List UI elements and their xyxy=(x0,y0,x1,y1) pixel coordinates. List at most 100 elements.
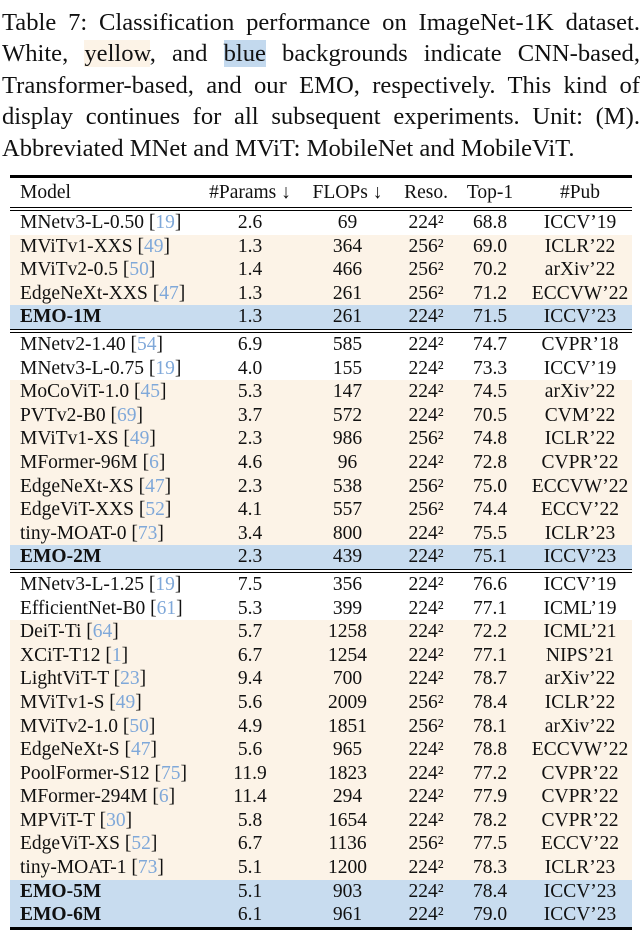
model-cell: EMO-2M xyxy=(10,545,205,569)
citation-link[interactable]: 19 xyxy=(155,357,175,379)
citation-link[interactable]: 69 xyxy=(116,404,137,426)
citation-link[interactable]: 19 xyxy=(155,212,175,234)
citation-link[interactable]: 47 xyxy=(159,282,179,304)
citation-link[interactable]: 49 xyxy=(129,428,150,450)
model-cell: EMO-6M xyxy=(10,903,205,928)
citation-link[interactable]: 47 xyxy=(145,475,165,497)
flops-cell: 147 xyxy=(332,381,363,403)
top1-cell: 75.0 xyxy=(472,475,508,497)
citation-link[interactable]: 75 xyxy=(161,762,181,784)
citation-link[interactable]: 45 xyxy=(140,381,161,403)
flops-cell: 961 xyxy=(332,904,363,926)
table-row-mvitv1-s: MViTv1-S [49] 5.6 2009 256² 78.4 ICLR’22 xyxy=(10,690,632,715)
reso-cell: 224² xyxy=(408,334,444,355)
caption-text: backgrounds indicate CNN-based, xyxy=(265,40,641,68)
table-row-edgenext-xxs: EdgeNeXt-XXS [47] 1.3 261 256² 71.2 ECCVW’22 xyxy=(10,281,632,306)
citation-link[interactable]: 50 xyxy=(129,715,149,737)
pub-cell: CVPR’22 xyxy=(541,762,619,784)
params-cell: 1.3 xyxy=(237,306,263,328)
citation-link[interactable]: 52 xyxy=(131,833,151,855)
citation-link[interactable]: 47 xyxy=(131,739,151,761)
model-name: MViTv1-S xyxy=(20,691,105,713)
table-caption: Table 7: Classification performance on I… xyxy=(0,0,642,164)
model-cell: MViTv2-0.5 [50] xyxy=(20,259,156,281)
top1-cell: 73.3 xyxy=(472,357,508,379)
pub-cell: CVPR’22 xyxy=(541,786,619,808)
model-cell: MNetv2-1.40 [54] xyxy=(20,334,163,355)
pub-cell: ICCV’23 xyxy=(543,306,617,328)
reso-cell: 224² xyxy=(408,404,444,426)
model-name: PoolFormer-S12 xyxy=(20,762,150,784)
flops-cell: 1258 xyxy=(328,621,367,643)
citation-link[interactable]: 1 xyxy=(111,644,122,666)
table-row-mpvit-t: MPViT-T [30] 5.8 1654 224² 78.2 CVPR’22 xyxy=(10,808,632,833)
model-name: tiny-MOAT-1 xyxy=(20,857,127,879)
citation-link[interactable]: 61 xyxy=(156,597,177,619)
model-cell: MoCoViT-1.0 [45] xyxy=(20,381,167,403)
citation-link[interactable]: 30 xyxy=(106,809,126,831)
citation-link[interactable]: 64 xyxy=(92,621,113,643)
model-name: MViTv2-0.5 xyxy=(20,259,118,281)
citation-link[interactable]: 52 xyxy=(145,499,165,521)
params-cell: 6.7 xyxy=(237,833,263,855)
pub-cell: ECCVW’22 xyxy=(531,475,629,497)
pub-cell: NIPS’21 xyxy=(545,644,615,666)
model-cell: EdgeViT-XXS [52] xyxy=(20,499,172,521)
citation-link[interactable]: 49 xyxy=(115,691,136,713)
model-name: EMO-6M xyxy=(20,904,102,926)
model-name: PVTv2-B0 xyxy=(20,404,106,426)
reso-cell: 224² xyxy=(408,762,444,784)
col-header-model: Model xyxy=(20,182,71,204)
citation-link[interactable]: 50 xyxy=(129,259,149,281)
pub-cell: arXiv’22 xyxy=(544,668,616,690)
citation-link[interactable]: 23 xyxy=(120,668,140,690)
model-name: MNetv3-L-1.25 xyxy=(20,573,145,595)
flops-cell: 155 xyxy=(332,357,363,379)
reso-cell: 256² xyxy=(408,499,444,521)
caption-line: display continues for all subsequent exp… xyxy=(2,101,640,132)
params-cell: 2.3 xyxy=(237,546,263,568)
pub-cell: ECCVW’22 xyxy=(531,282,629,304)
citation-link[interactable]: 54 xyxy=(137,334,157,355)
model-cell: MFormer-96M [6] xyxy=(20,451,166,473)
model-cell: XCiT-T12 [1] xyxy=(20,644,129,666)
model-cell: MViTv1-S [49] xyxy=(20,691,142,713)
table-row-tiny-moat-0: tiny-MOAT-0 [73] 3.4 800 224² 75.5 ICLR’23 xyxy=(10,521,632,546)
params-cell: 2.6 xyxy=(237,212,263,234)
table-row-efficientnet-b0: EfficientNet-B0 [61] 5.3 399 224² 77.1 ICML’1… xyxy=(10,597,632,621)
citation-link[interactable]: 6 xyxy=(158,786,169,808)
flops-cell: 700 xyxy=(332,668,363,690)
flops-cell: 356 xyxy=(332,573,363,595)
pub-cell: arXiv’22 xyxy=(544,381,616,403)
table-row-mformer-96m: MFormer-96M [6] 4.6 96 224² 72.8 CVPR’22 xyxy=(10,450,632,475)
caption-text: , and xyxy=(149,40,224,68)
citation-link[interactable]: 73 xyxy=(137,522,158,544)
model-name: MPViT-T xyxy=(20,809,95,831)
caption-line: White, yellow, and blue backgrounds indi… xyxy=(2,38,640,69)
flops-cell: 261 xyxy=(332,306,363,328)
model-cell: tiny-MOAT-1 [73] xyxy=(20,857,164,879)
citation-link[interactable]: 6 xyxy=(149,451,159,473)
citation-link[interactable]: 73 xyxy=(137,857,158,879)
col-header-flops: FLOPs ↓ xyxy=(312,182,383,204)
pub-cell: ICCV’19 xyxy=(543,357,617,379)
params-cell: 5.6 xyxy=(237,691,263,713)
table-row-mvitv2-1.0: MViTv2-1.0 [50] 4.9 1851 256² 78.1 arXiv’22 xyxy=(10,714,632,739)
col-header-pub: #Pub xyxy=(559,182,601,204)
flops-cell: 538 xyxy=(332,475,363,497)
top1-cell: 71.5 xyxy=(472,306,508,328)
flops-cell: 261 xyxy=(332,282,363,304)
reso-cell: 224² xyxy=(408,904,444,926)
model-cell: EdgeNeXt-XS [47] xyxy=(20,475,172,497)
reso-cell: 256² xyxy=(408,235,444,257)
reso-cell: 224² xyxy=(408,857,444,879)
reso-cell: 224² xyxy=(408,644,444,666)
params-cell: 6.9 xyxy=(237,334,263,355)
top1-cell: 71.2 xyxy=(472,282,508,304)
params-cell: 11.4 xyxy=(233,786,267,808)
table-row-edgenext-xs: EdgeNeXt-XS [47] 2.3 538 256² 75.0 ECCVW’22 xyxy=(10,474,632,499)
citation-link[interactable]: 49 xyxy=(143,235,164,257)
citation-link[interactable]: 19 xyxy=(155,573,175,595)
flops-cell: 96 xyxy=(337,451,358,473)
